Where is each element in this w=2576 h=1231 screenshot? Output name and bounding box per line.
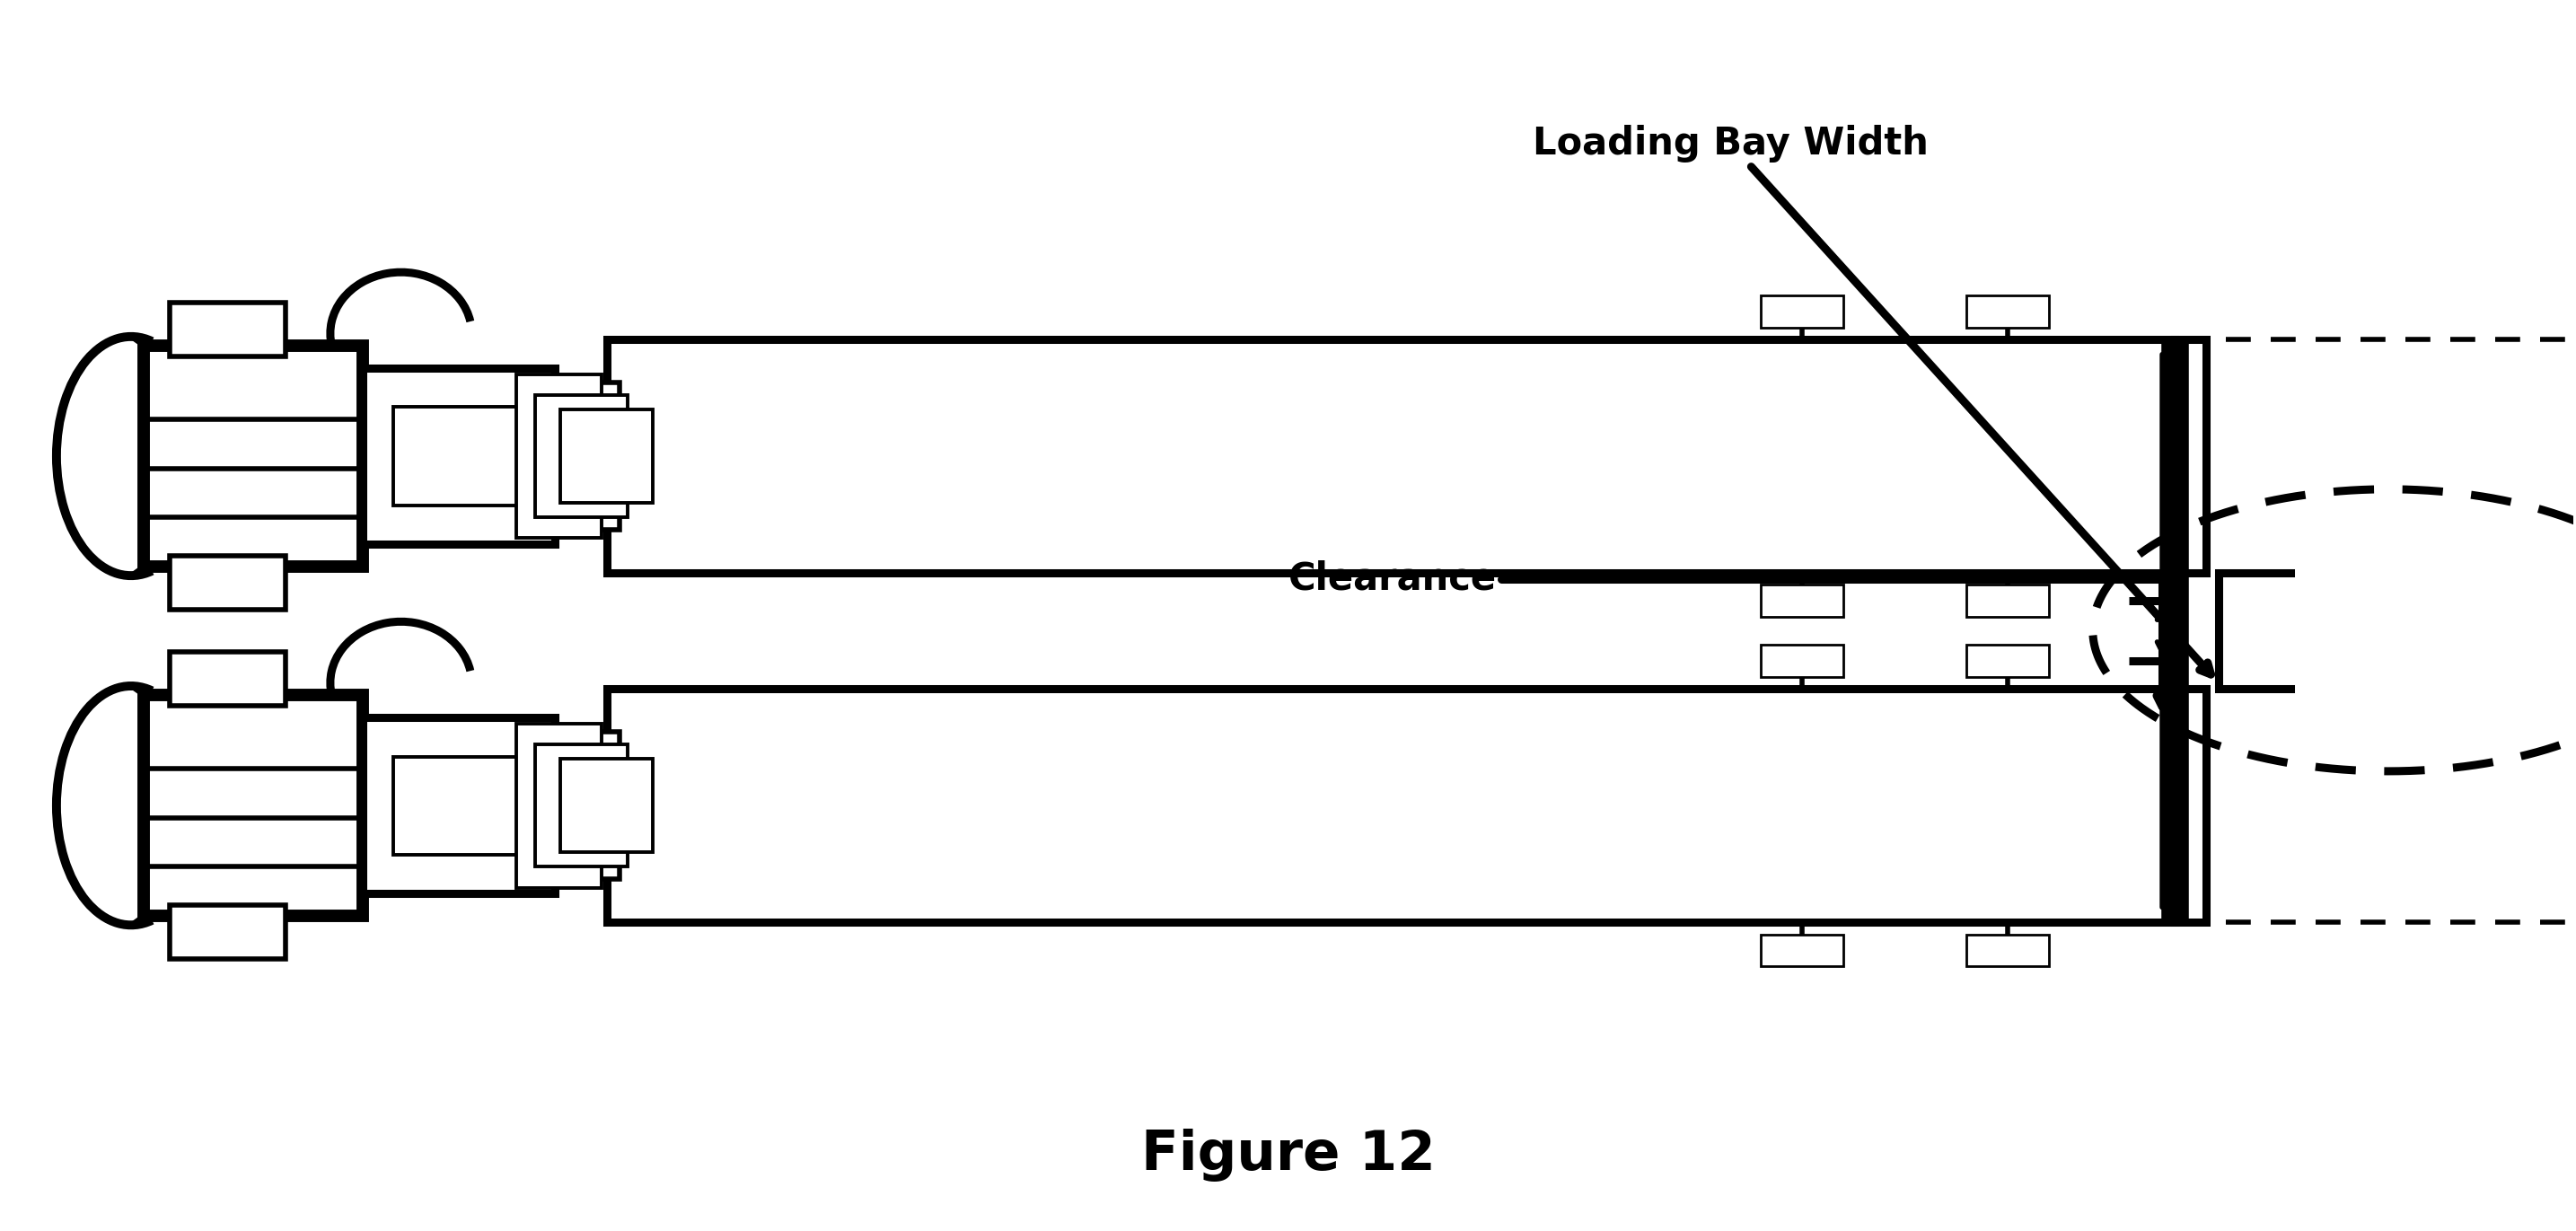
Polygon shape <box>562 760 652 852</box>
Polygon shape <box>536 395 626 517</box>
Text: Loading Bay Width: Loading Bay Width <box>1533 124 2210 675</box>
Polygon shape <box>170 652 286 707</box>
Polygon shape <box>1965 645 2048 677</box>
Polygon shape <box>144 346 363 566</box>
Polygon shape <box>363 718 556 894</box>
Polygon shape <box>170 555 286 609</box>
Polygon shape <box>394 757 526 854</box>
Polygon shape <box>1965 585 2048 617</box>
Polygon shape <box>518 374 603 538</box>
Polygon shape <box>394 407 526 505</box>
Polygon shape <box>1762 585 1844 617</box>
Polygon shape <box>144 696 363 916</box>
Polygon shape <box>608 340 2174 572</box>
Polygon shape <box>1965 934 2048 966</box>
Polygon shape <box>1762 645 1844 677</box>
Polygon shape <box>1762 295 1844 327</box>
Polygon shape <box>536 745 626 867</box>
Polygon shape <box>544 383 621 529</box>
Polygon shape <box>170 905 286 959</box>
Polygon shape <box>518 724 603 888</box>
Polygon shape <box>170 303 286 357</box>
Polygon shape <box>1762 934 1844 966</box>
Polygon shape <box>363 368 556 544</box>
Polygon shape <box>2174 340 2205 572</box>
Polygon shape <box>2174 689 2205 922</box>
Text: Figure 12: Figure 12 <box>1141 1129 1435 1182</box>
Polygon shape <box>544 732 621 879</box>
Polygon shape <box>1965 295 2048 327</box>
Polygon shape <box>608 689 2174 922</box>
Polygon shape <box>562 410 652 502</box>
Text: Clearance: Clearance <box>1288 560 2166 707</box>
